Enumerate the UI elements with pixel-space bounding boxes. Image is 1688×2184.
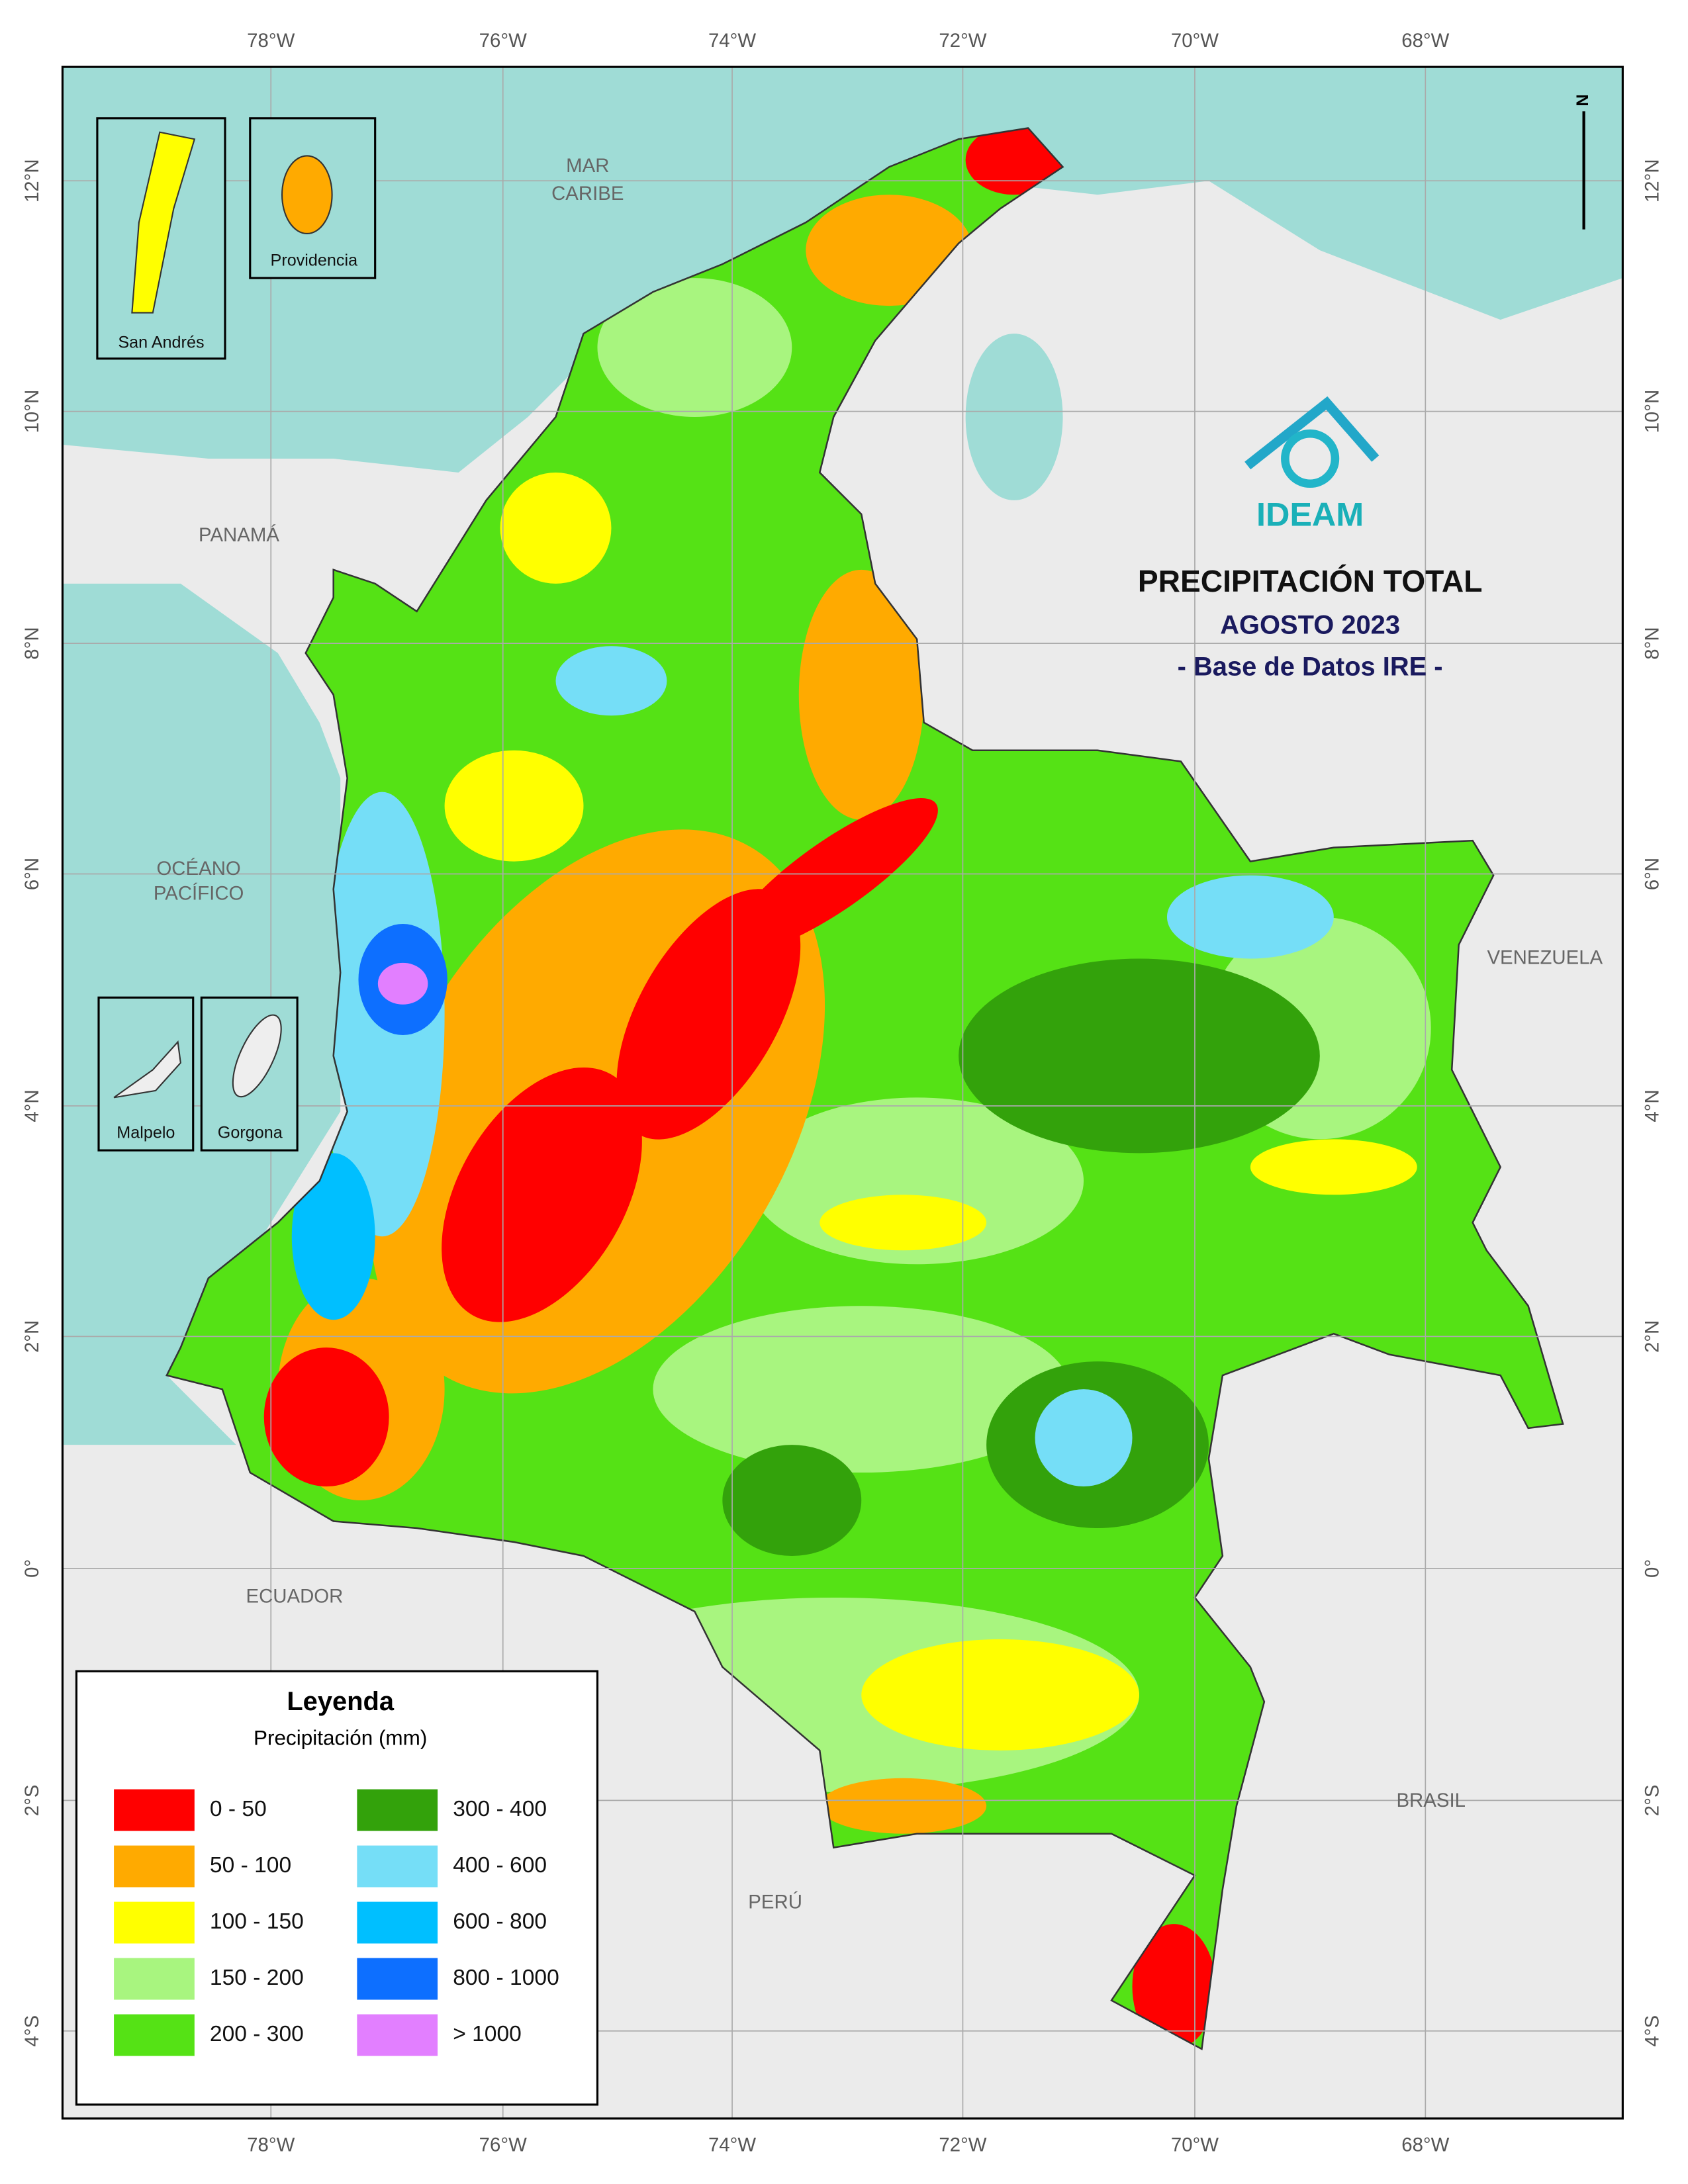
lat-label: 4°S	[1641, 2015, 1663, 2047]
lat-label: 4°N	[21, 1089, 43, 1122]
legend-label: 800 - 1000	[453, 1966, 559, 1990]
lat-label: 2°S	[21, 1785, 43, 1817]
lon-label: 74°W	[708, 2134, 756, 2156]
frame	[61, 66, 1624, 2120]
lat-label: 2°S	[1641, 1785, 1663, 1817]
lat-label: 0°	[21, 1559, 43, 1578]
legend-label: 150 - 200	[210, 1966, 304, 1990]
island	[232, 1014, 282, 1098]
legend-title: Leyenda	[287, 1687, 395, 1716]
lon-label: 78°W	[247, 2134, 295, 2156]
legend-swatch	[114, 1901, 195, 1944]
legend-label: 400 - 600	[453, 1853, 547, 1878]
place-label: CARIBE	[551, 183, 624, 205]
inset-name: Gorgona	[218, 1124, 283, 1142]
legend-subtitle: Precipitación (mm)	[254, 1726, 427, 1749]
lat-label: 0°	[1641, 1559, 1663, 1578]
north-label: N	[1573, 94, 1592, 106]
lat-label: 8°N	[21, 627, 43, 659]
legend-swatch	[114, 1845, 195, 1888]
island	[131, 131, 196, 314]
legend-label: 300 - 400	[453, 1797, 547, 1821]
legend-swatch	[114, 2014, 195, 2056]
lon-label: 72°W	[939, 30, 986, 52]
lat-label: 6°N	[21, 858, 43, 890]
place-label: OCÉANO	[156, 858, 240, 880]
legend-label: > 1000	[453, 2022, 522, 2046]
lon-label: 68°W	[1401, 30, 1449, 52]
basemap	[62, 67, 1623, 2118]
place-label: PERÚ	[748, 1891, 802, 1913]
inset-name: San Andrés	[118, 333, 204, 351]
lat-label: 2°N	[21, 1320, 43, 1353]
legend-swatch	[357, 2014, 438, 2056]
legend-label: 600 - 800	[453, 1909, 547, 1934]
legend-label: 100 - 150	[210, 1909, 304, 1934]
legend-swatch	[357, 1845, 438, 1888]
lat-label: 10°N	[21, 390, 43, 433]
lon-label: 78°W	[247, 30, 295, 52]
lake-maracaibo	[965, 334, 1063, 500]
lon-label: 74°W	[708, 30, 756, 52]
place-label: PACÍFICO	[154, 883, 244, 905]
inset-name: Providencia	[271, 251, 358, 270]
lon-label: 72°W	[939, 2134, 986, 2156]
legend-swatch	[357, 1958, 438, 2000]
logo-text: IDEAM	[1256, 495, 1364, 533]
inset-name: Malpelo	[117, 1124, 175, 1142]
lon-label: 76°W	[479, 30, 527, 52]
island	[113, 1040, 181, 1099]
legend-label: 50 - 100	[210, 1853, 291, 1878]
north-arrow: N	[1573, 94, 1592, 230]
logo: IDEAM	[1244, 396, 1380, 533]
place-label: MAR	[566, 155, 609, 177]
caribbean-sea	[62, 67, 1623, 473]
legend-swatch	[357, 1789, 438, 1831]
place-label: VENEZUELA	[1487, 946, 1603, 968]
subtitle: AGOSTO 2023	[1220, 610, 1400, 639]
lat-label: 4°N	[1641, 1089, 1663, 1122]
place-label: ECUADOR	[246, 1586, 343, 1608]
lat-label: 12°N	[1641, 159, 1663, 203]
source: - Base de Datos IRE -	[1178, 652, 1443, 681]
place-label: BRASIL	[1396, 1790, 1466, 1811]
lat-label: 2°N	[1641, 1320, 1663, 1353]
legend-label: 200 - 300	[210, 2022, 304, 2046]
lat-label: 6°N	[1641, 858, 1663, 890]
legend-swatch	[114, 1958, 195, 2000]
lon-label: 76°W	[479, 2134, 527, 2156]
coordinates: 78°W 78°W 76°W 76°W 74°W 74°W 72°W 72°W 70°W 70°W…	[21, 30, 1663, 2156]
insets: San Andrés Providencia Malpelo Gorgona	[96, 117, 377, 1152]
title: PRECIPITACIÓN TOTAL	[1138, 564, 1483, 598]
legend-label: 0 - 50	[210, 1797, 267, 1821]
lat-label: 10°N	[1641, 390, 1663, 433]
lon-label: 70°W	[1171, 2134, 1219, 2156]
legend-swatch	[114, 1789, 195, 1831]
lon-label: 68°W	[1401, 2134, 1449, 2156]
island	[281, 155, 333, 235]
place-label: PANAMÁ	[199, 524, 279, 546]
lat-label: 4°S	[21, 2015, 43, 2047]
legend: Leyenda Precipitación (mm) 0 - 50 50 - 10…	[75, 1670, 599, 2106]
lat-label: 12°N	[21, 159, 43, 203]
lon-label: 70°W	[1171, 30, 1219, 52]
legend-swatch	[357, 1901, 438, 1944]
lat-label: 8°N	[1641, 627, 1663, 659]
